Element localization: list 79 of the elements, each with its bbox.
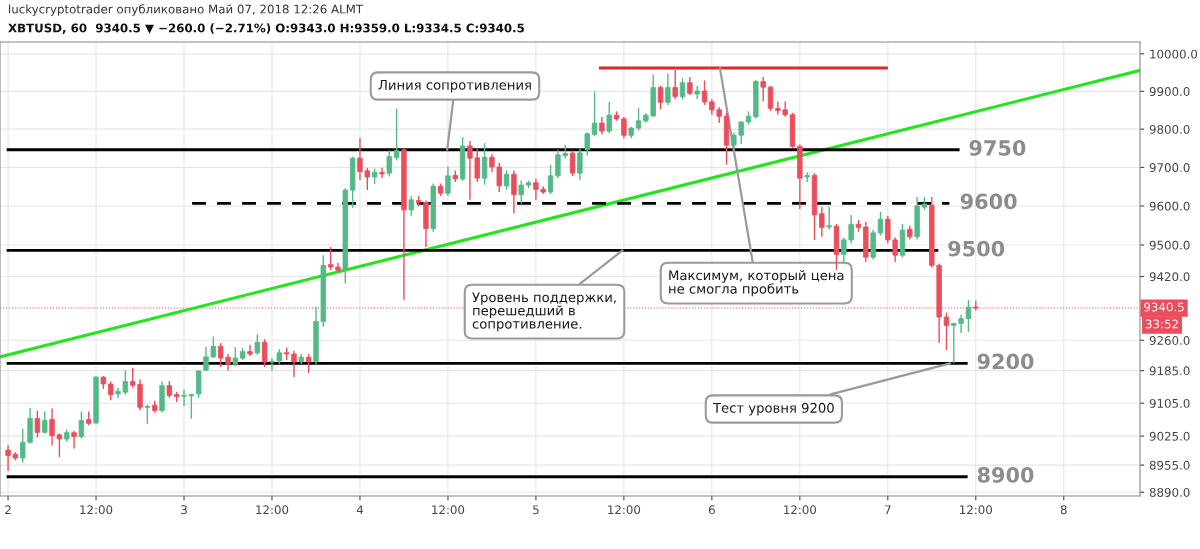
candlestick bbox=[408, 195, 414, 217]
candlestick bbox=[679, 77, 686, 100]
candlestick bbox=[42, 410, 48, 435]
candlestick bbox=[569, 149, 576, 177]
series-label: 9600 bbox=[960, 193, 1017, 210]
candlestick bbox=[804, 171, 810, 183]
x-tick-label: 6 bbox=[708, 505, 715, 515]
x-tick-label: 4 bbox=[356, 505, 364, 514]
candlestick bbox=[511, 169, 517, 215]
candlestick bbox=[144, 404, 151, 425]
y-tick-label: 9025.0 bbox=[1149, 431, 1190, 441]
y-tick-label: 9105.0 bbox=[1149, 398, 1190, 408]
annotation: Максимум, который цена не смогла пробить bbox=[669, 270, 844, 297]
candlestick bbox=[635, 107, 642, 132]
x-tick-label: 12:00 bbox=[80, 505, 113, 515]
candlestick bbox=[481, 142, 488, 186]
candlestick bbox=[577, 147, 583, 181]
x-tick-label: 12:00 bbox=[784, 505, 817, 515]
candlestick bbox=[767, 85, 774, 112]
y-tick-label: 9185.0 bbox=[1149, 366, 1190, 376]
annotation: Линия сопротивления bbox=[378, 80, 531, 93]
series-label: 9200 bbox=[977, 353, 1034, 370]
y-tick-label: 9420.0 bbox=[1149, 272, 1190, 282]
candlestick bbox=[826, 206, 832, 231]
ref-line-label: 9340.5 bbox=[1144, 302, 1184, 312]
y-tick-label: 9800.0 bbox=[1149, 124, 1190, 134]
x-tick-label: 12:00 bbox=[960, 505, 993, 515]
candlestick bbox=[254, 333, 261, 356]
y-tick-label: 10000.0 bbox=[1150, 49, 1198, 59]
y-tick-label: 8955.0 bbox=[1149, 460, 1190, 470]
candlestick bbox=[665, 73, 671, 106]
series-label: 8900 bbox=[977, 467, 1034, 483]
x-tick-label: 12:00 bbox=[608, 505, 641, 515]
candlestick bbox=[78, 410, 85, 440]
chart-title: luckycryptotrader опубликовано Май 07, 2018 12:26 ALMT bbox=[9, 4, 364, 16]
series-label: 9750 bbox=[969, 140, 1026, 156]
candlestick bbox=[701, 79, 708, 106]
x-tick-label: 5 bbox=[533, 505, 539, 515]
x-tick-label: 12:00 bbox=[256, 505, 289, 515]
candlestick bbox=[943, 311, 950, 351]
x-tick-label: 12:00 bbox=[432, 505, 465, 515]
y-tick-label: 8890.0 bbox=[1149, 487, 1190, 497]
candlestick bbox=[877, 211, 884, 237]
candlestick bbox=[672, 67, 678, 100]
y-tick-label: 9500.0 bbox=[1149, 240, 1190, 250]
candlestick bbox=[547, 163, 554, 195]
candlestick bbox=[503, 169, 510, 191]
candlestick bbox=[687, 76, 693, 96]
candlestick bbox=[965, 299, 972, 333]
candlestick bbox=[819, 206, 825, 238]
candlestick bbox=[71, 430, 77, 450]
candlestick bbox=[34, 409, 41, 439]
y-tick-label: 9600.0 bbox=[1149, 201, 1190, 211]
candlestick bbox=[445, 165, 451, 197]
candlestick bbox=[379, 167, 385, 179]
candlestick bbox=[108, 380, 114, 402]
annotation: Тест уровня 9200 bbox=[712, 402, 834, 416]
text: 33:52 bbox=[1145, 319, 1178, 329]
series-label: 9500 bbox=[948, 240, 1005, 257]
candlestick bbox=[518, 179, 524, 205]
x-tick-label: 2 bbox=[5, 505, 11, 514]
y-tick-label: 9700.0 bbox=[1149, 163, 1190, 173]
x-tick-label: 8 bbox=[1060, 505, 1067, 515]
x-tick-label: 7 bbox=[885, 505, 891, 514]
annotation: Уровень поддержки, перешедший в сопротивление. bbox=[472, 292, 616, 332]
candlestick bbox=[606, 101, 612, 135]
candlestick bbox=[261, 338, 268, 368]
chart-subtitle: XBTUSD, 60 9340.5 ▼ −260.0 (−2.71%) O:9343.0 H:9359.0 L:9334.5 C:9340.5 bbox=[8, 23, 524, 34]
x-tick-label: 3 bbox=[181, 505, 187, 515]
candlestick bbox=[591, 90, 598, 138]
candlestick bbox=[760, 76, 766, 102]
y-tick-label: 9260.0 bbox=[1149, 336, 1190, 345]
candlestick bbox=[657, 85, 664, 111]
candlestick bbox=[393, 107, 400, 162]
candlestick bbox=[232, 346, 239, 367]
candlestick bbox=[621, 116, 627, 139]
candlestick bbox=[305, 353, 312, 374]
candlestick bbox=[386, 149, 392, 177]
y-tick-label: 9900.0 bbox=[1149, 87, 1190, 96]
